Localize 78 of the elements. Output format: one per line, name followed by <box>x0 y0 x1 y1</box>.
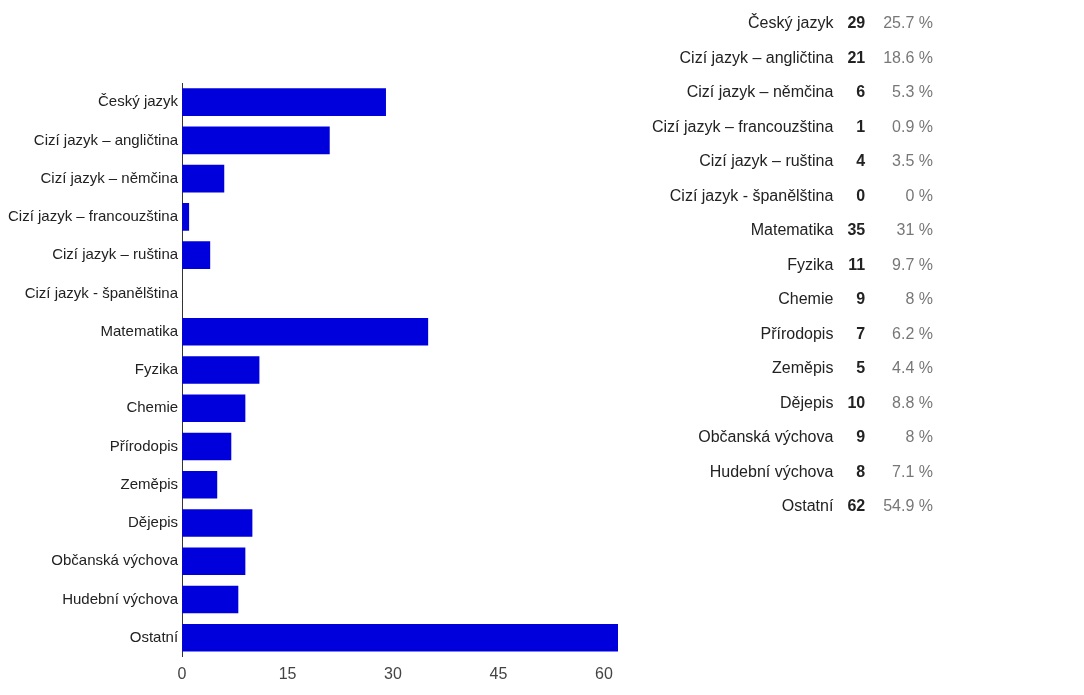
x-tick-label: 30 <box>384 664 402 682</box>
data-label: 10 <box>846 392 866 413</box>
category-label: Cizí jazyk – angličtina <box>678 47 834 68</box>
data-label: 6 <box>855 82 866 103</box>
data-label: 7.1 % <box>891 461 934 482</box>
y-tick-label: Cizí jazyk – francouzština <box>7 207 179 225</box>
bar <box>182 394 246 422</box>
y-tick-label: Cizí jazyk – angličtina <box>33 130 179 148</box>
x-tick-label: 15 <box>278 664 297 682</box>
data-label: 29 <box>846 13 866 34</box>
bar <box>182 164 225 193</box>
bar <box>182 470 218 499</box>
data-label: 9 <box>855 427 866 448</box>
data-label: 0 <box>855 185 866 206</box>
category-label: Cizí jazyk – ruština <box>698 151 834 172</box>
x-tick-label: 45 <box>489 664 508 682</box>
data-label: 1 <box>855 116 866 137</box>
bar <box>182 241 211 269</box>
y-tick-label: Cizí jazyk – němčina <box>40 168 179 186</box>
category-label: Zeměpis <box>771 358 834 379</box>
data-label: 9 <box>855 289 866 310</box>
data-label: 5 <box>855 358 866 379</box>
data-label: 9.7 % <box>891 254 934 275</box>
bar <box>182 585 239 614</box>
y-tick-label: Fyzika <box>134 360 179 378</box>
data-label: 62 <box>846 496 866 517</box>
data-label: 8 <box>855 461 866 482</box>
y-tick-label: Přírodopis <box>109 436 179 454</box>
y-tick-label: Zeměpis <box>120 474 179 492</box>
y-tick-label: Chemie <box>126 398 179 416</box>
category-label: Cizí jazyk – němčina <box>685 82 834 103</box>
category-label: Matematika <box>749 220 834 241</box>
y-tick-label: Matematika <box>100 321 179 339</box>
category-label: Fyzika <box>786 254 834 275</box>
data-label: 5.3 % <box>891 82 934 103</box>
bar <box>182 356 260 384</box>
category-label: Dějepis <box>779 392 834 413</box>
category-label: Přírodopis <box>759 323 834 344</box>
data-label: 4.4 % <box>891 358 934 379</box>
data-label: 11 <box>847 254 866 275</box>
bar <box>182 623 618 652</box>
y-tick-label: Ostatní <box>129 627 179 645</box>
data-label: 0 % <box>904 185 934 206</box>
category-label: Český jazyk <box>747 12 834 34</box>
data-label: 31 % <box>895 220 934 241</box>
bar <box>182 509 253 537</box>
y-tick-label: Cizí jazyk – ruština <box>52 245 179 263</box>
data-label: 8 % <box>904 289 934 310</box>
data-label: 6.2 % <box>891 323 934 344</box>
y-tick-label: Cizí jazyk - španělština <box>24 283 179 301</box>
bar <box>182 547 246 575</box>
category-label: Cizí jazyk – francouzština <box>651 116 834 137</box>
bar <box>182 432 232 461</box>
category-label: Občanská výchova <box>697 427 834 448</box>
data-label: 54.9 % <box>882 496 934 517</box>
category-label: Chemie <box>777 289 834 310</box>
data-label: 25.7 % <box>882 13 934 34</box>
x-tick-label: 0 <box>177 664 187 682</box>
y-tick-label: Dějepis <box>128 513 179 531</box>
data-label: 35 <box>846 220 866 241</box>
y-tick-label: Hudební výchova <box>62 589 179 607</box>
y-tick-label: Občanská výchova <box>51 551 179 569</box>
category-label: Hudební výchova <box>708 461 834 482</box>
bar <box>182 317 429 346</box>
x-tick-label: 60 <box>595 664 613 682</box>
bar <box>182 88 386 116</box>
category-label: Cizí jazyk - španělština <box>668 185 834 206</box>
data-label: 3.5 % <box>891 151 934 172</box>
data-label: 0.9 % <box>891 116 934 137</box>
category-label: Ostatní <box>780 496 834 517</box>
data-label: 21 <box>846 47 866 68</box>
bar <box>182 126 330 155</box>
data-label: 8 % <box>904 427 934 448</box>
data-label: 18.6 % <box>882 47 934 68</box>
y-tick-label: Český jazyk <box>98 92 179 110</box>
data-label: 8.8 % <box>891 392 934 413</box>
data-label: 4 <box>855 151 866 172</box>
data-label: 7 <box>855 323 866 344</box>
